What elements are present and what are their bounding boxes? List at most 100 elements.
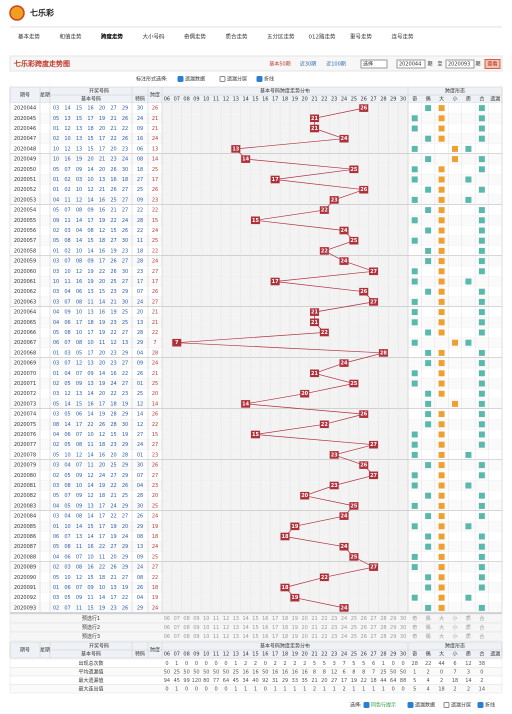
preselect-cell[interactable]: 25	[351, 616, 357, 622]
preselect-form-cell[interactable]: 奇	[412, 615, 417, 622]
preselect-cell[interactable]: 09	[193, 634, 199, 640]
checkbox[interactable]	[477, 702, 484, 708]
preselect-cell[interactable]: 08	[183, 634, 189, 640]
preselect-cell[interactable]: 26	[361, 616, 367, 622]
preselect-cell[interactable]: 27	[370, 625, 376, 631]
preselect-cell[interactable]: 12	[223, 616, 229, 622]
preselect-cell[interactable]: 16	[262, 625, 268, 631]
preselect-cell[interactable]: 15	[252, 625, 258, 631]
nav-link[interactable]: 重号走势	[350, 33, 373, 41]
checkbox[interactable]	[256, 76, 263, 82]
preselect-cell[interactable]: 13	[233, 625, 239, 631]
preselect-cell[interactable]: 07	[174, 634, 180, 640]
preselect-cell[interactable]: 24	[341, 616, 347, 622]
preselect-cell[interactable]: 11	[213, 634, 219, 640]
preselect-cell[interactable]: 21	[311, 634, 317, 640]
preselect-cell[interactable]: 28	[380, 625, 386, 631]
preselect-cell[interactable]: 29	[390, 625, 396, 631]
preselect-cell[interactable]: 06	[164, 616, 170, 622]
preselect-form-cell[interactable]: 偶	[426, 624, 431, 631]
preselect-cell[interactable]: 23	[331, 625, 337, 631]
preselect-form-cell[interactable]: 合	[479, 615, 484, 622]
preselect-cell[interactable]: 27	[370, 616, 376, 622]
preselect-cell[interactable]: 30	[400, 616, 406, 622]
nav-link[interactable]: 连号走势	[392, 33, 415, 41]
preselect-cell[interactable]: 11	[213, 616, 219, 622]
preselect-cell[interactable]: 08	[183, 625, 189, 631]
to-input-text[interactable]: 2020093	[448, 62, 470, 68]
preselect-form-cell[interactable]: 质	[466, 624, 471, 631]
footer-option[interactable]: 遗漏数据	[415, 702, 435, 709]
preselect-form-cell[interactable]: 小	[452, 633, 457, 640]
preselect-cell[interactable]: 25	[351, 625, 357, 631]
period-link[interactable]: 近30期	[300, 61, 316, 68]
nav-link[interactable]: 奇偶走势	[184, 33, 207, 41]
preselect-cell[interactable]: 18	[282, 616, 288, 622]
preselect-cell[interactable]: 18	[282, 634, 288, 640]
to-input[interactable]	[445, 59, 475, 69]
preselect-cell[interactable]: 10	[203, 634, 209, 640]
preselect-cell[interactable]: 22	[321, 634, 327, 640]
nav-link[interactable]: 和值走势	[60, 33, 83, 41]
preselect-cell[interactable]: 15	[252, 616, 258, 622]
preselect-cell[interactable]: 21	[311, 625, 317, 631]
preselect-form-cell[interactable]: 奇	[412, 624, 417, 631]
preselect-form-cell[interactable]: 大	[439, 624, 444, 631]
preselect-cell[interactable]: 20	[301, 634, 307, 640]
preselect-cell[interactable]: 24	[341, 625, 347, 631]
preselect-cell[interactable]: 17	[272, 616, 278, 622]
option-label[interactable]: 折线	[264, 76, 274, 83]
preselect-cell[interactable]: 14	[242, 625, 248, 631]
preselect-cell[interactable]: 18	[282, 625, 288, 631]
nav-link[interactable]: 跨度走势	[101, 33, 124, 41]
nav-link[interactable]: 五分区走势	[267, 33, 295, 41]
preselect-cell[interactable]: 19	[292, 634, 298, 640]
preselect-label[interactable]: 预选行2	[82, 624, 100, 631]
preselect-cell[interactable]: 23	[331, 616, 337, 622]
option-label[interactable]: 遗漏分层	[227, 76, 247, 83]
preselect-form-cell[interactable]: 大	[439, 615, 444, 622]
preselect-cell[interactable]: 22	[321, 616, 327, 622]
preselect-cell[interactable]: 30	[400, 634, 406, 640]
preselect-form-cell[interactable]: 小	[452, 624, 457, 631]
option-label[interactable]: 遗漏数据	[185, 76, 205, 83]
preselect-cell[interactable]: 08	[183, 616, 189, 622]
nav-link[interactable]: 大小号码	[143, 33, 166, 41]
preselect-cell[interactable]: 29	[390, 634, 396, 640]
preselect-cell[interactable]: 28	[380, 616, 386, 622]
period-select[interactable]	[360, 59, 388, 69]
checkbox[interactable]	[219, 76, 226, 82]
preselect-cell[interactable]: 11	[213, 625, 219, 631]
period-link[interactable]: 近100期	[326, 61, 346, 68]
preselect-form-cell[interactable]: 合	[479, 624, 484, 631]
nav-link[interactable]: 基本走势	[18, 33, 41, 41]
query-button-text[interactable]: 查看	[487, 61, 497, 68]
preselect-cell[interactable]: 22	[321, 625, 327, 631]
preselect-cell[interactable]: 30	[400, 625, 406, 631]
preselect-label[interactable]: 预选行1	[82, 615, 100, 622]
preselect-cell[interactable]: 15	[252, 634, 258, 640]
preselect-form-cell[interactable]: 小	[452, 615, 457, 622]
preselect-form-cell[interactable]: 大	[439, 633, 444, 640]
preselect-form-cell[interactable]: 质	[466, 615, 471, 622]
preselect-form-cell[interactable]: 偶	[426, 615, 431, 622]
preselect-cell[interactable]: 14	[242, 634, 248, 640]
preselect-cell[interactable]: 26	[361, 625, 367, 631]
preselect-cell[interactable]: 12	[223, 634, 229, 640]
preselect-cell[interactable]: 14	[242, 616, 248, 622]
preselect-cell[interactable]: 23	[331, 634, 337, 640]
preselect-cell[interactable]: 28	[380, 634, 386, 640]
nav-link[interactable]: 012路走势	[309, 33, 336, 41]
preselect-cell[interactable]: 19	[292, 616, 298, 622]
preselect-cell[interactable]: 12	[223, 625, 229, 631]
preselect-cell[interactable]: 06	[164, 625, 170, 631]
preselect-cell[interactable]: 26	[361, 634, 367, 640]
checkbox[interactable]	[363, 702, 370, 708]
footer-option[interactable]: 遗漏分层	[451, 702, 471, 709]
preselect-cell[interactable]: 17	[272, 625, 278, 631]
preselect-cell[interactable]: 27	[370, 634, 376, 640]
preselect-cell[interactable]: 13	[233, 616, 239, 622]
preselect-cell[interactable]: 09	[193, 616, 199, 622]
preselect-cell[interactable]: 07	[174, 625, 180, 631]
preselect-cell[interactable]: 21	[311, 616, 317, 622]
